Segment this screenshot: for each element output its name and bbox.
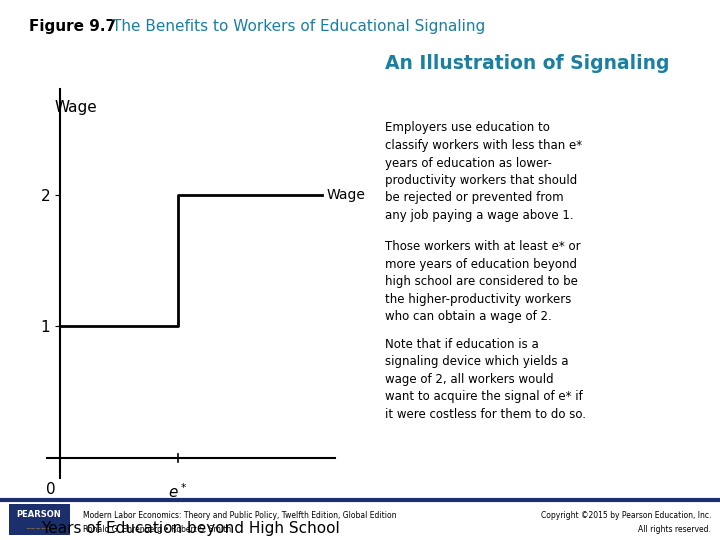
Text: Those workers with at least e* or
more years of education beyond
high school are: Those workers with at least e* or more y…	[385, 240, 581, 323]
Text: Modern Labor Economics: Theory and Public Policy, Twelfth Edition, Global Editio: Modern Labor Economics: Theory and Publi…	[83, 511, 396, 520]
Text: $e^*$: $e^*$	[168, 482, 187, 501]
Text: Note that if education is a
signaling device which yields a
wage of 2, all worke: Note that if education is a signaling de…	[385, 338, 586, 421]
Text: Wage: Wage	[55, 100, 97, 114]
Text: An Illustration of Signaling: An Illustration of Signaling	[385, 54, 670, 73]
Text: Employers use education to
classify workers with less than e*
years of education: Employers use education to classify work…	[385, 122, 582, 222]
Text: Ronald G. Ehrenberg • Robert S. Smith: Ronald G. Ehrenberg • Robert S. Smith	[83, 525, 231, 534]
Bar	[9, 504, 70, 535]
Text: Figure 9.7: Figure 9.7	[29, 19, 116, 34]
Text: Years of Education beyond High School: Years of Education beyond High School	[42, 522, 340, 536]
Text: All rights reserved.: All rights reserved.	[639, 525, 711, 534]
Text: Copyright ©2015 by Pearson Education, Inc.: Copyright ©2015 by Pearson Education, In…	[541, 511, 711, 520]
Text: The Benefits to Workers of Educational Signaling: The Benefits to Workers of Educational S…	[112, 19, 485, 34]
Text: PEARSON: PEARSON	[17, 510, 61, 519]
Text: 0: 0	[46, 482, 55, 497]
Text: ~~~~~: ~~~~~	[26, 526, 52, 531]
Text: Wage: Wage	[327, 187, 366, 201]
